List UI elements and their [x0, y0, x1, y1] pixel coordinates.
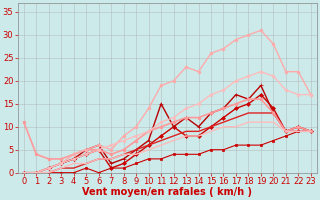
- X-axis label: Vent moyen/en rafales ( km/h ): Vent moyen/en rafales ( km/h ): [82, 187, 252, 197]
